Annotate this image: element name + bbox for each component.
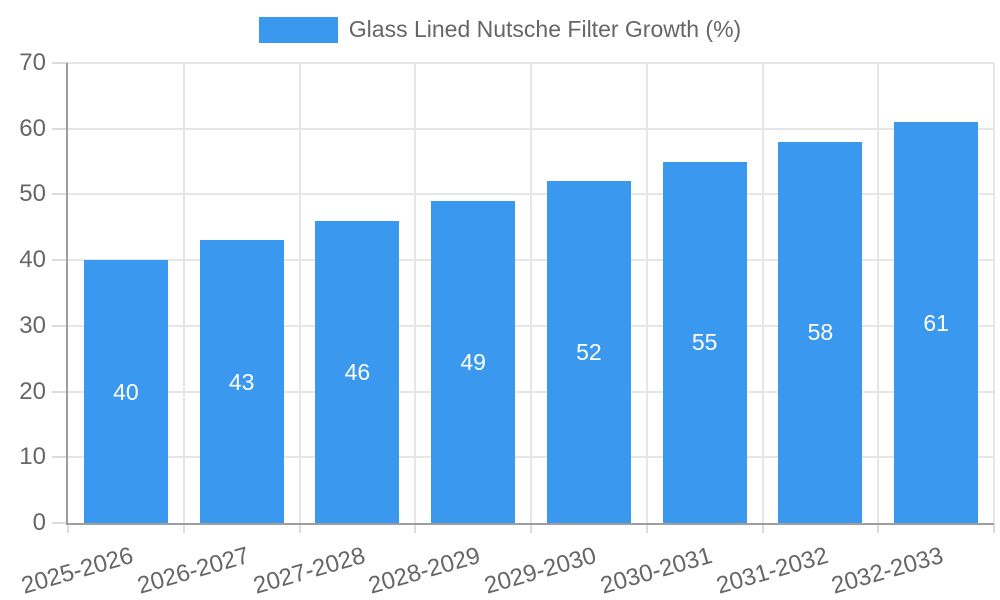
x-tick-mark [530,523,532,533]
y-tick-mark [52,259,68,262]
x-tick-mark [993,523,995,533]
y-axis-tick-label: 70 [19,49,46,76]
chart-legend[interactable]: Glass Lined Nutsche Filter Growth (%) [0,16,1000,43]
bar-value-label: 46 [344,358,371,385]
bar-value-label: 40 [113,378,139,405]
x-tick-mark [877,523,880,533]
y-tick-mark [52,127,68,130]
x-axis-tick-label: 2031-2032 [713,542,831,600]
legend-swatch [258,16,338,43]
legend-label: Glass Lined Nutsche Filter Growth (%) [348,16,742,42]
bar-value-label: 61 [923,309,949,336]
bar-2031-2032[interactable] [778,141,863,523]
x-gridline [298,63,301,523]
x-tick-mark [761,523,764,533]
y-tick-mark [52,390,68,393]
y-tick-mark [52,522,68,524]
x-gridline [645,63,648,523]
x-axis-tick-label: 2032-2033 [828,542,947,600]
y-axis-tick-label: 50 [19,180,46,208]
x-gridline [414,63,417,523]
bar-value-label: 52 [576,339,602,366]
y-tick-mark [52,324,68,327]
y-axis-line [66,63,68,523]
x-axis-tick-label: 2028-2029 [365,542,484,600]
bar-2028-2029[interactable] [431,201,516,523]
bar-2026-2027[interactable] [199,240,284,523]
bar-2029-2030[interactable] [546,181,631,523]
y-axis-tick-label: 40 [19,246,46,274]
bar-2032-2033[interactable] [894,122,979,523]
y-tick-mark [52,193,68,196]
x-axis-tick-label: 2026-2027 [134,542,253,600]
x-gridline [877,63,880,523]
x-tick-mark [182,523,185,533]
y-axis-tick-label: 60 [19,114,46,142]
x-tick-mark [298,523,301,533]
y-tick-mark [52,456,68,459]
x-tick-mark [414,523,417,533]
bar-2027-2028[interactable] [315,220,400,523]
bar-value-label: 43 [228,368,255,395]
y-axis-tick-label: 30 [19,311,46,339]
x-axis-tick-label: 2027-2028 [250,542,368,600]
x-gridline [761,63,764,523]
x-tick-mark [645,523,648,533]
y-axis-tick-label: 20 [19,377,46,405]
bar-2030-2031[interactable] [662,161,747,523]
x-gridline [993,63,995,523]
x-axis-tick-label: 2025-2026 [18,542,137,600]
bar-value-label: 49 [460,349,486,375]
bar-value-label: 58 [807,319,834,346]
x-axis-line [66,523,994,525]
y-axis-tick-label: 10 [19,443,46,471]
x-gridline [530,63,532,523]
x-tick-mark [67,523,69,533]
bar-2025-2026[interactable] [83,260,168,523]
x-axis-tick-label: 2030-2031 [597,542,716,600]
x-axis-tick-label: 2029-2030 [481,542,600,600]
x-gridline [182,63,185,523]
y-axis-tick-label: 0 [32,509,46,536]
y-tick-mark [52,62,68,64]
bar-value-label: 55 [691,329,718,356]
